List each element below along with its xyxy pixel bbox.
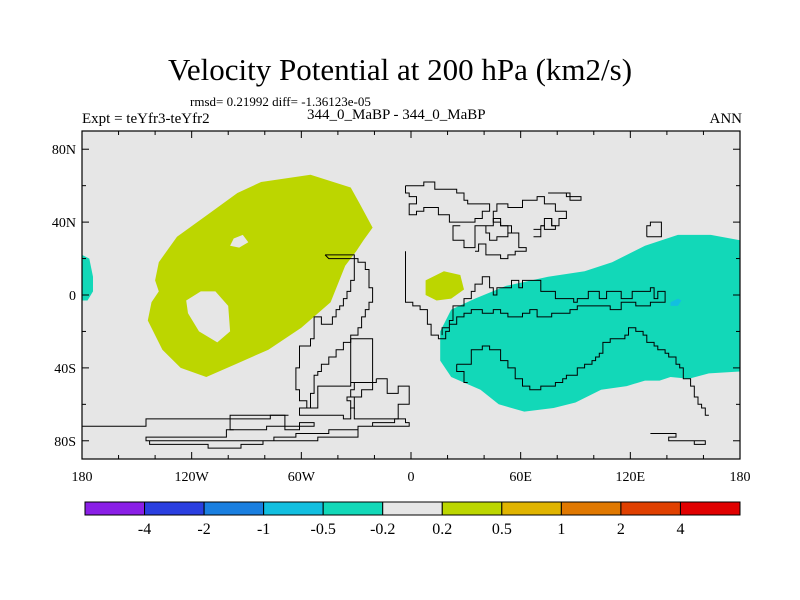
colorbar-box	[84, 501, 146, 516]
colorbar-box	[203, 501, 265, 516]
colorbar-label: -1	[257, 521, 270, 538]
y-tick-label: 80S	[54, 435, 76, 450]
colorbar: -4 -2 -1 -0.5 -0.2 0.2 0.5 1 2 4	[84, 501, 741, 538]
coastline-4	[405, 181, 491, 223]
shaded-region-negative-0.5-to-1-patch	[670, 298, 682, 306]
coastline-7	[456, 364, 468, 383]
y-tick-label: 0	[69, 289, 76, 304]
coastline-12	[540, 218, 556, 230]
colorbar-label: -0.2	[370, 521, 395, 538]
experiment-label: Expt = teYfr3-teYfr2	[82, 111, 210, 127]
map-fill-layer	[82, 131, 740, 459]
shaded-region-positive-0.2-to-0.5-africa	[425, 271, 464, 301]
coastline-11	[533, 229, 542, 238]
shaded-region-positive-0.2-to-0.5-west-pacific-americas	[147, 174, 373, 377]
colorbar-label: 2	[617, 521, 625, 538]
coastline-3	[82, 414, 410, 449]
y-tick-label: 80N	[52, 143, 76, 158]
x-tick-label: 180	[72, 470, 93, 485]
colorbar-label: 0.2	[432, 521, 452, 538]
shaded-region-negative-0.2-to-0.5-dateline	[82, 254, 93, 301]
coastline-14	[646, 221, 662, 238]
coastline-8	[650, 433, 706, 445]
coastline-9	[452, 218, 527, 260]
colorbar-box	[322, 501, 384, 516]
coastline-1	[299, 338, 374, 420]
colorbar-box	[144, 501, 205, 516]
case-label: 344_0_MaBP - 344_0_MaBP	[307, 107, 486, 123]
map-axes: 180 120W 60W 0 60E 120E 180 80N 40N 0 40S 80S	[52, 130, 751, 485]
colorbar-box	[263, 501, 324, 516]
x-tick-label: 120W	[175, 470, 210, 485]
y-tick-label: 40S	[54, 362, 76, 377]
colorbar-label: 1	[557, 521, 565, 538]
season-label: ANN	[709, 111, 743, 127]
coastline-5	[405, 251, 666, 340]
coastline-15	[229, 414, 289, 431]
x-tick-label: 180	[730, 470, 751, 485]
colorbar-box	[501, 501, 562, 516]
colorbar-box	[620, 501, 681, 516]
chart-title: Velocity Potential at 200 hPa (km2/s)	[167, 52, 633, 87]
coastline-layer	[82, 181, 709, 449]
y-tick-label: 40N	[52, 216, 76, 231]
colorbar-label: 0.5	[492, 521, 512, 538]
x-tick-label: 0	[408, 470, 415, 485]
x-tick-label: 60E	[509, 470, 532, 485]
colorbar-label: -4	[138, 521, 151, 538]
coastline-13	[548, 192, 582, 201]
colorbar-label: 4	[676, 521, 684, 538]
coastline-2	[346, 378, 410, 420]
colorbar-box	[560, 501, 622, 516]
colorbar-box	[679, 501, 741, 516]
x-tick-label: 60W	[288, 470, 316, 485]
colorbar-label: -0.5	[311, 521, 336, 538]
colorbar-box	[441, 501, 503, 516]
x-tick-label: 120E	[616, 470, 646, 485]
colorbar-label: -2	[197, 521, 210, 538]
coastline-0	[295, 254, 374, 409]
stats-line: rmsd= 0.21992 diff= -1.36123e-05	[190, 94, 371, 109]
coastline-6	[456, 327, 709, 416]
colorbar-box	[382, 501, 443, 516]
